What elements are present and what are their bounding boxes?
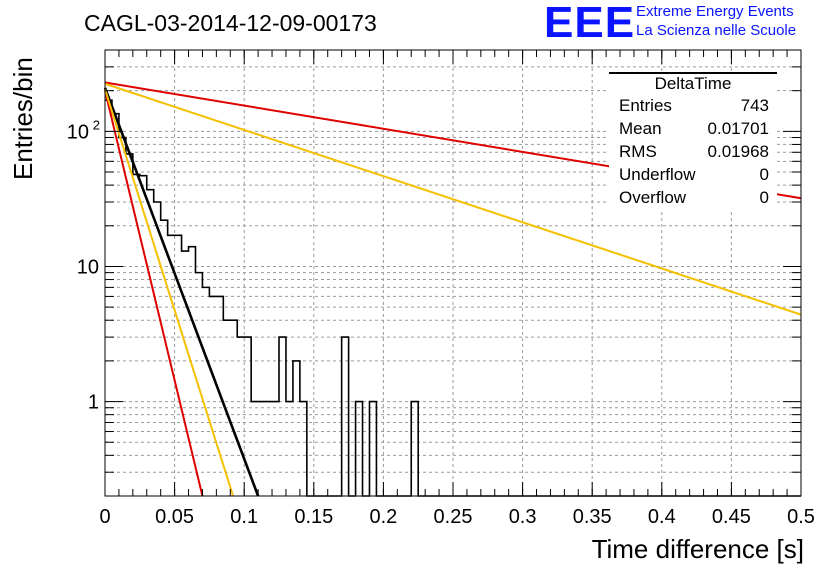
x-tick-label: 0.15 [294, 506, 333, 528]
stats-label: Entries [619, 96, 672, 115]
logo-subtitle-2: La Scienza nelle Scuole [636, 22, 797, 39]
x-tick-label: 0.3 [509, 506, 537, 528]
grid [105, 49, 801, 497]
x-tick-label: 0.2 [369, 506, 397, 528]
stats-value: 743 [740, 96, 769, 115]
curve-yellow-shallow [104, 82, 802, 316]
stats-row-underflow: Underflow 0 [609, 163, 777, 186]
x-tick-label: 0.35 [573, 506, 612, 528]
x-tick-label: 0.05 [155, 506, 194, 528]
stats-row-mean: Mean 0.01701 [609, 117, 777, 140]
stats-label: RMS [619, 142, 657, 161]
x-tick-label: 0 [99, 506, 110, 528]
curve-red-steep [104, 90, 204, 497]
chart-title: CAGL-03-2014-12-09-00173 [84, 10, 377, 36]
y-tick-label: 10 [67, 121, 89, 143]
logo-subtitle-1: Extreme Energy Events [636, 3, 794, 20]
x-axis-label: Time difference [s] [591, 534, 804, 564]
stats-value: 0 [759, 165, 769, 184]
stats-row-entries: Entries 743 [609, 94, 777, 117]
stats-row-overflow: Overflow 0 [609, 186, 777, 209]
x-tick-label: 0.5 [787, 506, 815, 528]
eee-logo: EEE [544, 0, 636, 47]
y-tick-label: 10 [77, 256, 99, 278]
x-tick-label: 0.25 [434, 506, 473, 528]
y-tick-exponent: 2 [93, 117, 100, 132]
stats-title: DeltaTime [654, 74, 732, 93]
stats-value: 0 [759, 188, 769, 207]
x-tick-label: 0.1 [230, 506, 258, 528]
y-tick-label: 1 [88, 392, 99, 414]
stats-box: DeltaTime Entries 743 Mean 0.01701 RMS 0… [609, 72, 777, 210]
stats-row-rms: RMS 0.01968 [609, 140, 777, 163]
stats-value: 0.01701 [707, 119, 769, 138]
x-tick-label: 0.4 [648, 506, 676, 528]
axis-ticks: 0 0.05 0.1 0.15 0.2 0.25 0.3 0.35 0.4 0.45 0.5 1 10 1… [67, 49, 815, 528]
y-axis-label: Entries/bin [8, 57, 38, 180]
curve-fit [103, 87, 260, 497]
curve-yellow-steep [104, 88, 235, 497]
stats-label: Mean [619, 119, 662, 138]
stats-value: 0.01968 [707, 142, 769, 161]
stats-label: Overflow [619, 188, 687, 207]
stats-label: Underflow [619, 165, 696, 184]
x-tick-label: 0.45 [712, 506, 751, 528]
